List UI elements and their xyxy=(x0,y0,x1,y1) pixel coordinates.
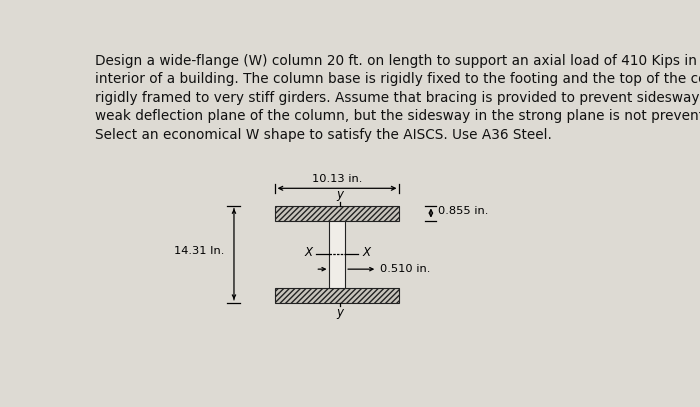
Text: 0.855 in.: 0.855 in. xyxy=(438,206,489,216)
Bar xyxy=(274,288,400,303)
Text: X: X xyxy=(304,246,312,259)
Text: y: y xyxy=(336,306,343,319)
Text: Design a wide-flange (W) column 20 ft. on length to support an axial load of 410: Design a wide-flange (W) column 20 ft. o… xyxy=(95,54,700,142)
Bar xyxy=(330,221,344,288)
Text: 14.31 In.: 14.31 In. xyxy=(174,246,224,256)
Text: 10.13 in.: 10.13 in. xyxy=(312,174,362,184)
Text: 0.510 in.: 0.510 in. xyxy=(380,264,430,274)
Bar xyxy=(274,206,400,221)
Text: X: X xyxy=(362,246,370,259)
Text: y: y xyxy=(336,188,343,201)
